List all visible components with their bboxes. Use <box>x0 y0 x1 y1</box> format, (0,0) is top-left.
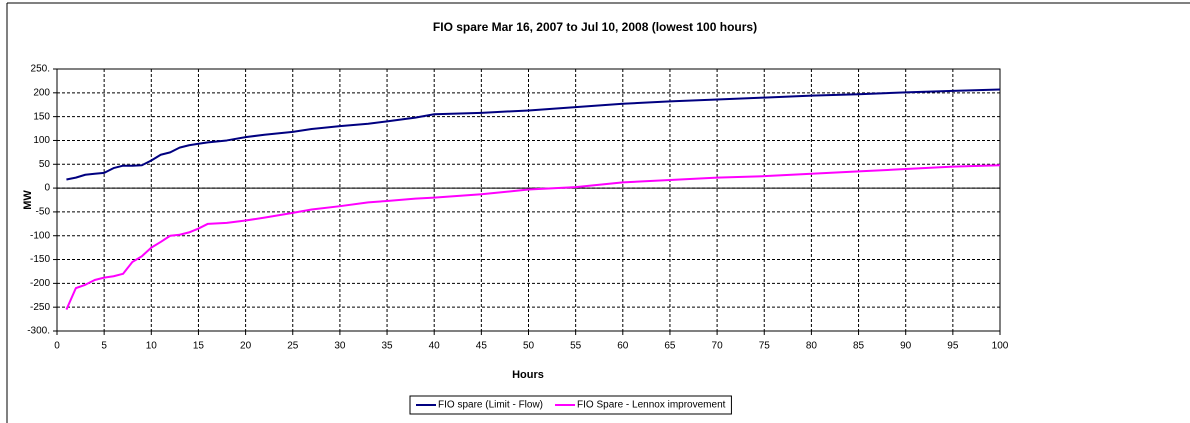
x-tick-label: 45 <box>476 341 488 352</box>
y-tick-label: 200 <box>33 87 50 98</box>
x-tick-label: 15 <box>193 341 205 352</box>
y-tick-label: -50 <box>36 207 51 218</box>
x-tick-label: 55 <box>570 341 582 352</box>
y-tick-label: 150 <box>33 111 50 122</box>
x-tick-label: 5 <box>101 341 107 352</box>
y-tick-label: 250. <box>31 64 50 75</box>
x-tick-label: 50 <box>523 341 535 352</box>
series-line <box>65 164 1001 310</box>
x-tick-label: 20 <box>240 341 252 352</box>
x-tick-label: 80 <box>806 341 818 352</box>
x-tick-label: 0 <box>54 341 60 352</box>
legend-label: FIO spare (Limit - Flow) <box>438 400 543 411</box>
y-tick-label: 100 <box>33 135 50 146</box>
y-tick-label: -200 <box>30 278 50 289</box>
legend: FIO spare (Limit - Flow) FIO Spare - Lenn… <box>409 395 732 415</box>
x-tick-label: 40 <box>429 341 441 352</box>
y-tick-label: 0 <box>44 183 50 194</box>
x-tick-label: 30 <box>334 341 346 352</box>
legend-label: FIO Spare - Lennox improvement <box>577 400 726 411</box>
x-tick-label: 65 <box>664 341 676 352</box>
plot-border <box>56 68 1001 332</box>
x-tick-label: 70 <box>712 341 724 352</box>
x-tick-label: 25 <box>287 341 299 352</box>
x-tick-label: 85 <box>853 341 865 352</box>
x-tick-label: 90 <box>900 341 912 352</box>
x-tick-label: 60 <box>617 341 629 352</box>
y-tick-label: -100 <box>30 230 50 241</box>
x-tick-label: 95 <box>947 341 959 352</box>
chart-title: FIO spare Mar 16, 2007 to Jul 10, 2008 (… <box>433 20 757 34</box>
x-tick-label: 35 <box>381 341 393 352</box>
x-axis-title: Hours <box>512 369 544 381</box>
x-tick-label: 10 <box>146 341 158 352</box>
y-tick-label: -250 <box>30 302 50 313</box>
x-tick-label: 100 <box>992 341 1009 352</box>
y-tick-label: -300. <box>27 326 50 337</box>
y-tick-label: 50 <box>39 159 51 170</box>
y-axis-title: MW <box>22 190 34 210</box>
y-tick-label: -150 <box>30 254 50 265</box>
x-tick-label: 75 <box>759 341 771 352</box>
series-line <box>66 88 1001 181</box>
